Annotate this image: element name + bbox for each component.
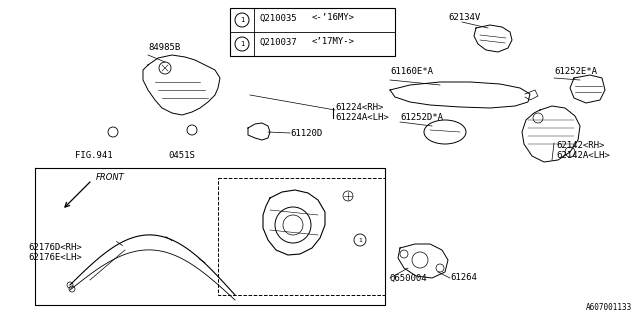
Text: 62134V: 62134V	[448, 13, 480, 22]
Text: 61264: 61264	[450, 274, 477, 283]
Bar	[230, 8, 395, 56]
Text: 61252D*A: 61252D*A	[400, 114, 443, 123]
Text: 61252E*A: 61252E*A	[554, 68, 597, 76]
Text: <’17MY->: <’17MY->	[312, 37, 355, 46]
Text: FRONT: FRONT	[96, 172, 125, 181]
Text: 0451S: 0451S	[168, 150, 195, 159]
Text: 62142<RH>: 62142<RH>	[556, 140, 604, 149]
Text: 1: 1	[240, 41, 244, 47]
Text: Q210035: Q210035	[260, 13, 298, 22]
Bar	[218, 178, 385, 295]
Text: 62176D<RH>: 62176D<RH>	[28, 244, 82, 252]
Text: Q210037: Q210037	[260, 37, 298, 46]
Text: 84985B: 84985B	[148, 44, 180, 52]
Text: Q650004: Q650004	[390, 274, 428, 283]
Text: 1: 1	[240, 17, 244, 23]
Text: A607001133: A607001133	[586, 303, 632, 312]
Text: 62142A<LH>: 62142A<LH>	[556, 150, 610, 159]
Text: 62176E<LH>: 62176E<LH>	[28, 253, 82, 262]
Text: <-’16MY>: <-’16MY>	[312, 13, 355, 22]
Text: FIG.941: FIG.941	[75, 150, 113, 159]
Text: 61120D: 61120D	[290, 129, 323, 138]
Text: 1: 1	[358, 237, 362, 243]
Text: 61224A<LH>: 61224A<LH>	[335, 114, 388, 123]
Text: 61224<RH>: 61224<RH>	[335, 103, 383, 113]
Text: 61160E*A: 61160E*A	[390, 68, 433, 76]
